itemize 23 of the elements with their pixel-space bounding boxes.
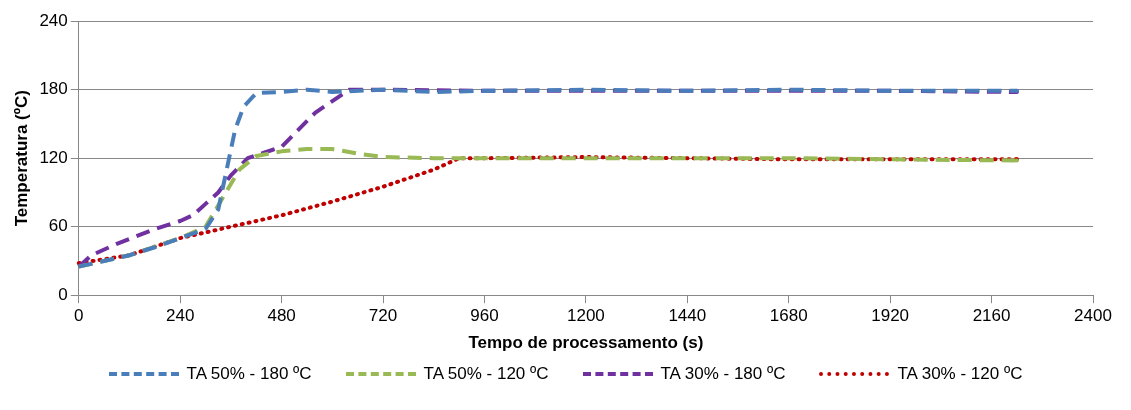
- x-tick-label: 1680: [769, 306, 808, 326]
- legend-label: TA 50% - 120 ºC: [423, 364, 549, 384]
- x-axis-title: Tempo de processamento (s): [468, 333, 704, 353]
- x-tick-label: 240: [166, 306, 195, 326]
- x-tick-label: 960: [470, 306, 499, 326]
- x-tick-label: 1920: [871, 306, 910, 326]
- line-series: [76, 87, 1019, 269]
- legend-label: TA 30% - 120 ºC: [897, 364, 1023, 384]
- x-tick-label: 2400: [1074, 306, 1112, 326]
- y-tick-label: 240: [39, 10, 68, 30]
- y-tick-label: 60: [48, 216, 68, 236]
- x-tick-label: 2160: [972, 306, 1011, 326]
- y-tick-label: 0: [58, 284, 68, 304]
- x-tick-label: 1200: [566, 306, 605, 326]
- y-tick-label: 120: [39, 147, 68, 167]
- legend-label: TA 50% - 180 ºC: [186, 364, 312, 384]
- x-tick-label: 720: [368, 306, 398, 326]
- y-tick-label: 180: [39, 79, 68, 99]
- x-tick-label: 1440: [668, 306, 707, 326]
- x-tick-label: 480: [267, 306, 296, 326]
- legend-label: TA 30% - 180 ºC: [660, 364, 786, 384]
- y-axis-title: Temperatura (ºC): [11, 90, 31, 227]
- x-tick-label: 0: [74, 306, 84, 326]
